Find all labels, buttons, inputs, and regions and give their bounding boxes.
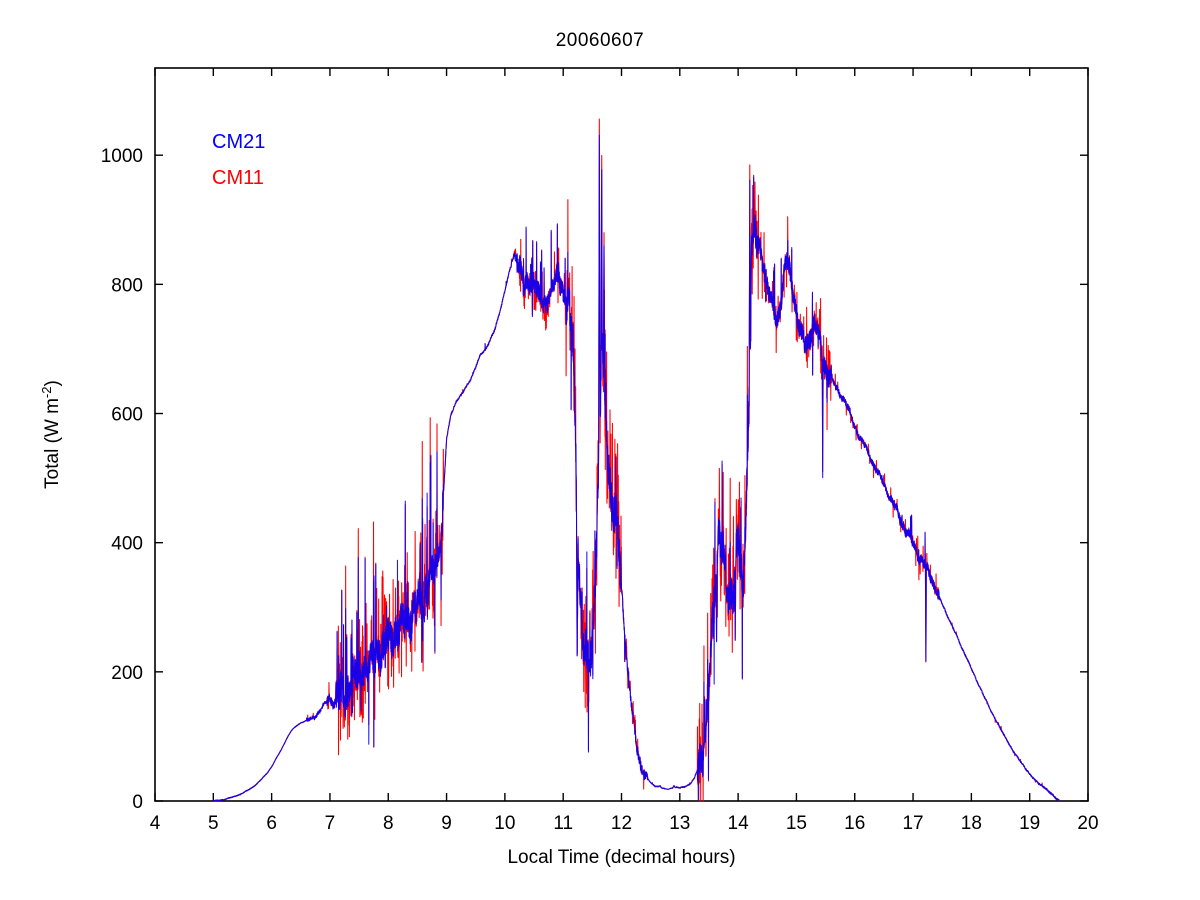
- series-line-cm21: [212, 134, 1060, 802]
- axis-frame: [154, 67, 1089, 802]
- svg-text:Total (W m-2): Total (W m-2): [39, 380, 63, 489]
- legend-item-cm11: CM11: [212, 167, 264, 189]
- x-tick-label: 8: [383, 813, 394, 834]
- y-tick-label: 400: [111, 534, 143, 555]
- x-axis-title: Local Time (decimal hours): [507, 847, 735, 868]
- y-tick-label: 0: [132, 792, 143, 813]
- x-tick-label: 13: [669, 813, 690, 834]
- x-tick-label: 10: [494, 813, 515, 834]
- y-tick-label: 800: [111, 275, 143, 296]
- x-tick-label: 16: [844, 813, 865, 834]
- x-tick-label: 17: [902, 813, 923, 834]
- x-tick-label: 20: [1077, 813, 1098, 834]
- y-tick-label: 600: [111, 405, 143, 426]
- x-tick-label: 18: [961, 813, 982, 834]
- x-tick-label: 4: [150, 813, 161, 834]
- x-tick-label: 11: [553, 813, 573, 834]
- y-axis-title: Total (W m-2): [39, 380, 63, 489]
- page-title: 20060607: [555, 30, 645, 51]
- x-tick-label: 7: [325, 813, 336, 834]
- legend-item-cm21: CM21: [212, 131, 265, 153]
- x-tick-label: 9: [441, 813, 452, 834]
- y-tick-label: 1000: [101, 146, 143, 167]
- x-tick-label: 19: [1019, 813, 1040, 834]
- x-tick-label: 12: [611, 813, 632, 834]
- x-tick-label: 6: [266, 813, 277, 834]
- x-tick-label: 15: [786, 813, 807, 834]
- x-tick-label: 5: [208, 813, 219, 834]
- y-tick-label: 200: [111, 663, 143, 684]
- x-tick-label: 14: [728, 813, 750, 834]
